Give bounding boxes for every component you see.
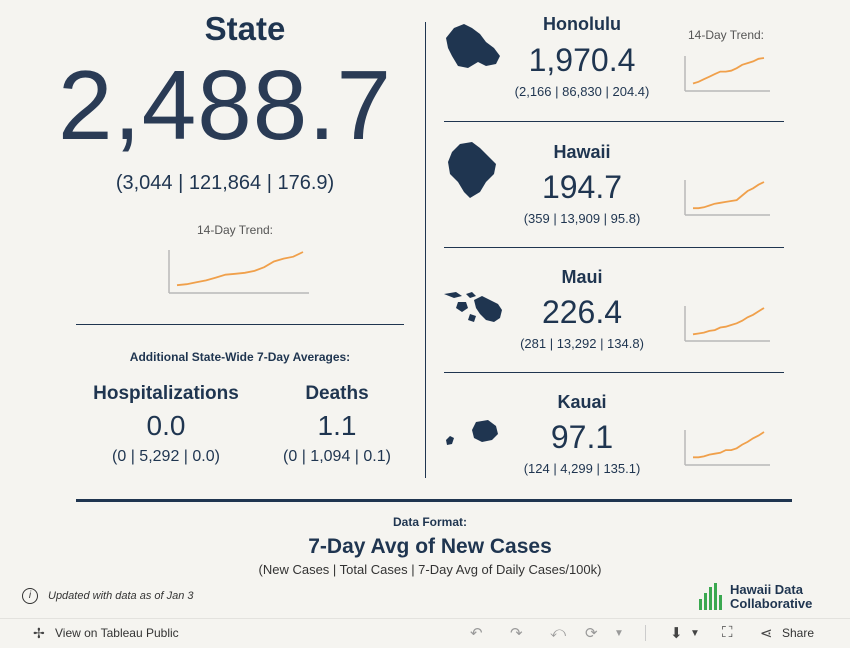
trend-line[interactable]: [693, 431, 765, 459]
redo-icon[interactable]: ↷: [510, 625, 523, 642]
trend-chart-honolulu[interactable]: [682, 52, 772, 94]
share-icon[interactable]: ⋖: [760, 625, 773, 642]
deaths-value: 1.1: [317, 410, 357, 441]
undo-icon[interactable]: ↶: [470, 625, 483, 642]
hospitalizations-sub: (0 | 5,292 | 0.0): [112, 448, 220, 465]
view-on-tableau-link[interactable]: View on Tableau Public: [55, 626, 179, 640]
trend-line[interactable]: [693, 181, 765, 210]
hawaii-island-map-icon[interactable]: [444, 140, 500, 200]
county-name-honolulu: Honolulu: [543, 14, 621, 34]
state-value: 2,488.7: [58, 50, 392, 160]
trend-chart-maui[interactable]: [682, 302, 772, 344]
county-sub-honolulu: (2,166 | 86,830 | 204.4): [514, 84, 650, 99]
oahu-map-icon[interactable]: [440, 20, 504, 72]
county-name-kauai: Kauai: [557, 392, 607, 412]
tableau-toolbar: [0, 618, 850, 648]
state-title: State: [204, 10, 286, 47]
refresh-dropdown-icon[interactable]: ▼: [614, 628, 624, 639]
county-divider: [444, 247, 784, 248]
logo-text: Hawaii Data Collaborative: [730, 583, 812, 611]
county-sub-maui: (281 | 13,292 | 134.8): [520, 336, 644, 351]
fullscreen-icon[interactable]: ⛶: [722, 624, 733, 641]
trend-line[interactable]: [692, 307, 765, 336]
county-value-kauai: 97.1: [550, 419, 614, 455]
state-trend-label: 14-Day Trend:: [196, 223, 274, 237]
county-name-maui: Maui: [561, 267, 603, 287]
trend-chart-kauai[interactable]: [682, 426, 772, 468]
data-format-sub: (New Cases | Total Cases | 7-Day Avg of …: [258, 562, 602, 577]
kauai-map-icon[interactable]: [444, 418, 500, 448]
logo-line-2: Collaborative: [730, 596, 813, 611]
county-value-hawaii: 194.7: [541, 169, 623, 205]
county-trend-label: 14-Day Trend:: [687, 28, 765, 42]
download-dropdown-icon[interactable]: ▼: [690, 628, 700, 639]
trend-chart-hawaii[interactable]: [682, 176, 772, 218]
county-name-hawaii: Hawaii: [553, 142, 611, 162]
county-value-maui: 226.4: [541, 294, 623, 330]
tableau-logo-icon[interactable]: ✢: [33, 625, 45, 641]
data-format-title: 7-Day Avg of New Cases: [308, 535, 552, 558]
toolbar-separator: [645, 625, 646, 641]
deaths-title: Deaths: [305, 383, 369, 404]
left-divider: [76, 324, 404, 325]
refresh-icon[interactable]: ⟳: [585, 625, 598, 642]
county-sub-hawaii: (359 | 13,909 | 95.8): [523, 211, 641, 226]
updated-note: Updated with data as of Jan 3: [48, 590, 194, 602]
bottom-divider: [76, 499, 792, 502]
share-button[interactable]: Share: [782, 626, 815, 640]
trend-line[interactable]: [176, 251, 304, 287]
county-value-honolulu: 1,970.4: [528, 42, 636, 78]
maui-map-icon[interactable]: [442, 290, 504, 326]
hospitalizations-value: 0.0: [146, 410, 186, 441]
data-format-label: Data Format:: [392, 515, 467, 529]
revert-icon[interactable]: ⤺: [550, 624, 567, 641]
hospitalizations-title: Hospitalizations: [93, 383, 239, 404]
state-sub-values: (3,044 | 121,864 | 176.9): [115, 172, 335, 194]
vertical-divider: [425, 22, 426, 478]
county-divider: [444, 372, 784, 373]
logo-line-1: Hawaii Data: [730, 582, 803, 597]
info-icon[interactable]: i: [22, 588, 38, 604]
averages-title: Additional State-Wide 7-Day Averages:: [129, 350, 351, 364]
county-sub-kauai: (124 | 4,299 | 135.1): [523, 461, 641, 476]
download-icon[interactable]: ⬇: [670, 625, 683, 642]
trend-line[interactable]: [692, 57, 765, 85]
state-trend-chart[interactable]: [166, 246, 311, 296]
county-divider: [444, 121, 784, 122]
hawaii-data-collaborative-logo-icon: [699, 583, 722, 610]
deaths-sub: (0 | 1,094 | 0.1): [283, 448, 391, 465]
